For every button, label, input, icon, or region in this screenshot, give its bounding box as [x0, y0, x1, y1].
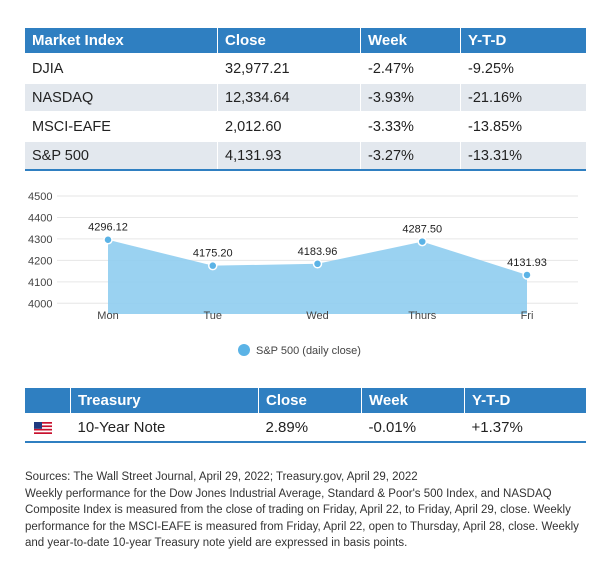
- flag-cell: [25, 413, 71, 443]
- data-point: [103, 234, 113, 245]
- index-name: MSCI-EAFE: [25, 111, 218, 141]
- x-tick-label: Thurs: [408, 310, 437, 322]
- header-market-index: Market Index: [25, 28, 218, 54]
- index-week: -2.47%: [360, 53, 461, 83]
- index-ytd: -13.85%: [460, 111, 586, 141]
- treasury-week: -0.01%: [361, 413, 465, 443]
- index-week: -3.33%: [360, 111, 461, 141]
- treasury-ytd: +1.37%: [464, 413, 586, 443]
- sp500-weekly-chart: 4000 4100 4200 4300 4400 4500 4296.12 4175.20 41…: [28, 191, 578, 357]
- table-row: 10-Year Note 2.89% -0.01% +1.37%: [25, 413, 586, 443]
- header-week: Week: [360, 28, 461, 54]
- index-name: S&P 500: [25, 140, 218, 171]
- x-tick-label: Fri: [521, 310, 534, 322]
- table-row: MSCI-EAFE 2,012.60 -3.33% -13.85%: [25, 111, 586, 141]
- y-tick-label: 4500: [28, 191, 52, 203]
- legend-marker: [238, 344, 250, 356]
- footnotes: Sources: The Wall Street Journal, April …: [25, 469, 585, 552]
- index-week: -3.93%: [360, 82, 461, 112]
- index-close: 4,131.93: [217, 140, 361, 171]
- table-row: NASDAQ 12,334.64 -3.93% -21.16%: [25, 82, 586, 112]
- header-treasury: Treasury: [70, 388, 259, 413]
- market-table-header: Market Index Close Week Y-T-D: [25, 28, 586, 54]
- index-close: 2,012.60: [217, 111, 361, 141]
- y-tick-label: 4100: [28, 277, 52, 289]
- header-ytd: Y-T-D: [460, 28, 586, 54]
- data-label: 4296.12: [88, 222, 128, 234]
- index-ytd: -9.25%: [460, 53, 586, 83]
- treasury-name: 10-Year Note: [70, 413, 259, 443]
- index-name: NASDAQ: [25, 82, 218, 112]
- legend-label: S&P 500 (daily close): [256, 345, 361, 357]
- x-tick-label: Tue: [203, 310, 222, 322]
- table-row: S&P 500 4,131.93 -3.27% -13.31%: [25, 140, 586, 171]
- header-ytd: Y-T-D: [464, 388, 586, 413]
- y-tick-label: 4400: [28, 212, 52, 224]
- header-week: Week: [361, 388, 465, 413]
- y-tick-label: 4200: [28, 255, 52, 267]
- data-point: [208, 260, 218, 271]
- us-flag-icon: [34, 421, 52, 434]
- index-ytd: -21.16%: [460, 82, 586, 112]
- data-point: [312, 259, 323, 269]
- treasury-close: 2.89%: [258, 413, 362, 443]
- index-week: -3.27%: [360, 140, 461, 171]
- methodology-text: Weekly performance for the Dow Jones Ind…: [25, 487, 579, 550]
- header-flag: [25, 388, 71, 413]
- header-close: Close: [217, 28, 361, 54]
- data-label: 4183.96: [298, 246, 338, 258]
- table-row: DJIA 32,977.21 -2.47% -9.25%: [25, 53, 586, 83]
- market-index-table: Market Index Close Week Y-T-D DJIA 32,97…: [25, 28, 586, 171]
- sources-text: Sources: The Wall Street Journal, April …: [25, 471, 418, 483]
- data-label: 4287.50: [402, 224, 442, 236]
- treasury-table: Treasury Close Week Y-T-D 10-Year Note 2…: [25, 388, 586, 443]
- y-tick-label: 4000: [28, 298, 52, 310]
- index-name: DJIA: [25, 53, 218, 83]
- series-area: [108, 239, 527, 314]
- data-point: [417, 236, 427, 247]
- data-point: [522, 270, 532, 280]
- index-close: 32,977.21: [217, 53, 361, 83]
- index-ytd: -13.31%: [460, 140, 586, 171]
- data-label: 4175.20: [193, 248, 233, 260]
- index-close: 12,334.64: [217, 82, 361, 112]
- x-tick-label: Mon: [97, 310, 118, 322]
- data-label: 4131.93: [507, 257, 547, 269]
- header-close: Close: [258, 388, 362, 413]
- x-tick-label: Wed: [306, 310, 328, 322]
- treasury-table-header: Treasury Close Week Y-T-D: [25, 388, 586, 413]
- y-tick-label: 4300: [28, 234, 52, 246]
